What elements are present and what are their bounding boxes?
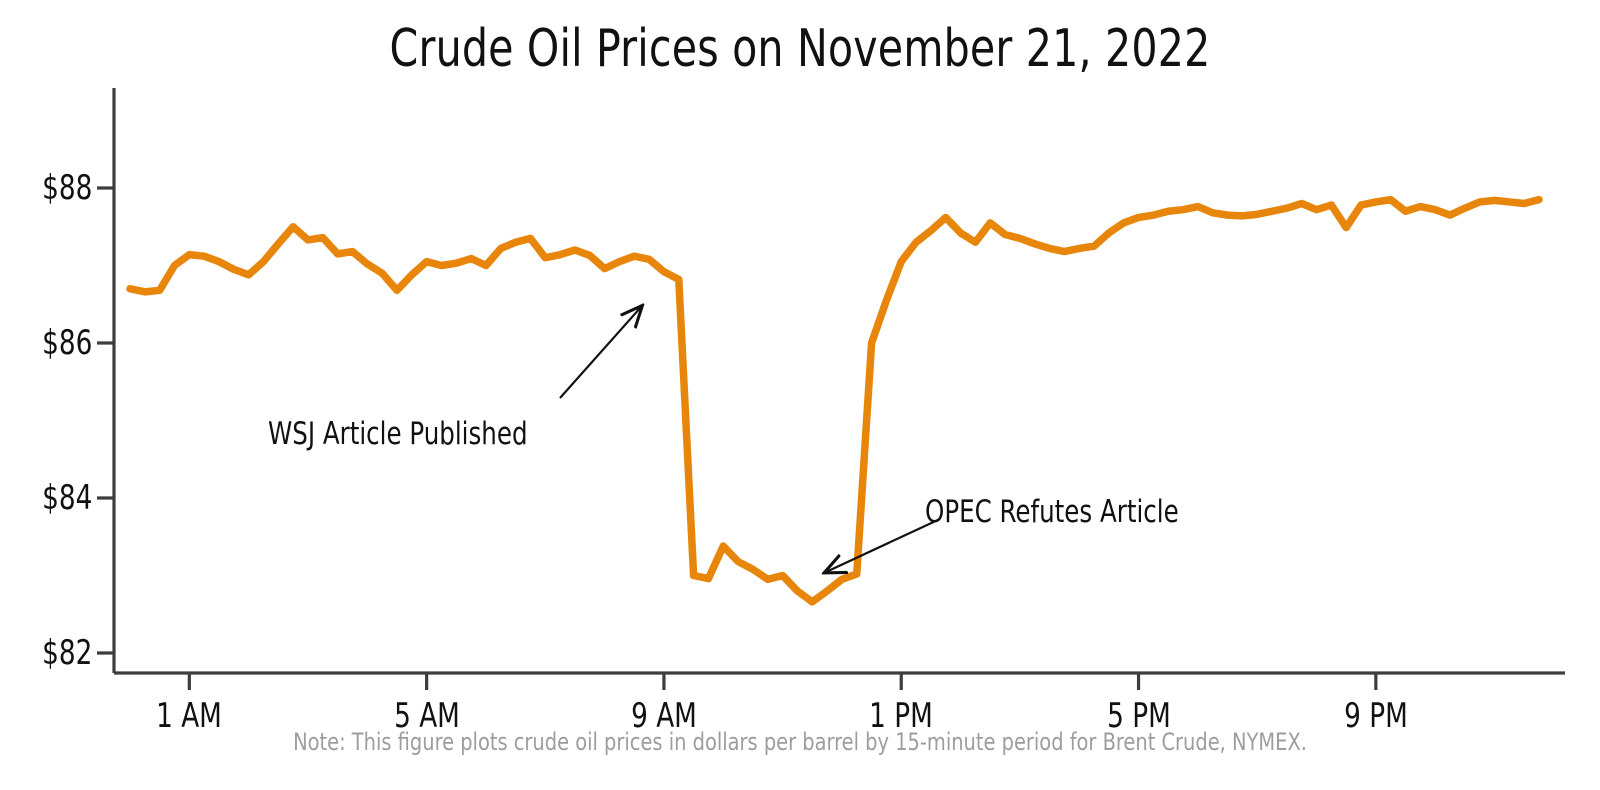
- x-axis-tick-label: 1 AM: [156, 696, 223, 736]
- price-series-line: [126, 195, 1543, 606]
- y-axis-tick-label: $88: [41, 168, 92, 208]
- x-axis-tick-label: 9 AM: [631, 696, 697, 736]
- annotation-label-opec: OPEC Refutes Article: [925, 494, 1179, 530]
- y-axis-tick-label: $82: [41, 633, 92, 673]
- x-axis-tick-label: 9 PM: [1344, 696, 1408, 736]
- annotation-arrow-wsj: [559, 307, 641, 399]
- x-axis-tick-label: 5 AM: [393, 696, 460, 736]
- page-title: Crude Oil Prices on November 21, 2022: [389, 19, 1211, 79]
- x-axis-tick-label: 1 PM: [869, 696, 934, 736]
- y-axis-tick-label: $84: [41, 478, 92, 518]
- x-axis-tick-label: 5 PM: [1106, 696, 1171, 736]
- figure-note: Note: This figure plots crude oil prices…: [293, 728, 1307, 756]
- annotation-arrow-opec: [826, 518, 941, 572]
- annotation-label-wsj: WSJ Article Published: [268, 416, 528, 452]
- y-axis-tick-label: $86: [41, 323, 92, 363]
